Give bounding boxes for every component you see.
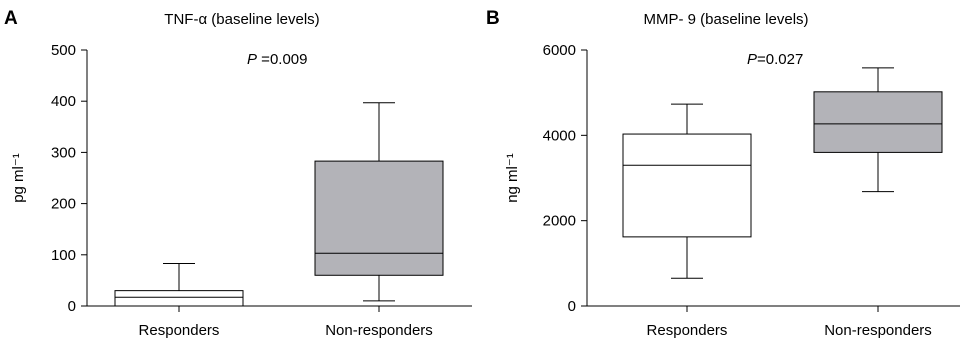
panel-label-a: A xyxy=(4,8,18,29)
x-tick-label-b: Responders xyxy=(647,322,728,339)
y-tick-label-a: 400 xyxy=(51,93,76,110)
box-b-1 xyxy=(622,103,752,279)
y-axis-label-a: pg ml⁻¹ xyxy=(10,153,27,203)
p-value-a: P =0.009 xyxy=(247,51,307,68)
p-symbol-b: P xyxy=(747,51,757,68)
panel-b: B MMP- 9 (baseline levels) ng ml⁻¹ P=0.0… xyxy=(486,8,960,339)
p-value-b: P=0.027 xyxy=(747,51,803,68)
x-tick-label-a: Responders xyxy=(139,322,220,339)
y-axis-label-b: ng ml⁻¹ xyxy=(504,153,521,203)
y-tick-label-b: 0 xyxy=(568,298,576,315)
y-tick-label-a: 300 xyxy=(51,144,76,161)
y-tick-label-b: 2000 xyxy=(543,213,576,230)
panel-title-a: TNF-α (baseline levels) xyxy=(164,11,319,28)
y-tick-label-a: 500 xyxy=(51,42,76,59)
box-iqr xyxy=(813,91,943,153)
box-a-2 xyxy=(314,102,444,302)
x-tick-label-a: Non-responders xyxy=(325,322,433,339)
panel-title-b: MMP- 9 (baseline levels) xyxy=(643,11,808,28)
panel-a: A TNF-α (baseline levels) pg ml⁻¹ P =0.0… xyxy=(4,8,472,339)
box-iqr xyxy=(314,160,444,276)
x-tick-label-b: Non-responders xyxy=(824,322,932,339)
p-value-text-a: =0.009 xyxy=(257,51,307,68)
y-tick-label-a: 0 xyxy=(68,298,76,315)
box-b-2 xyxy=(813,67,943,193)
y-tick-label-a: 100 xyxy=(51,247,76,264)
y-tick-label-b: 4000 xyxy=(543,127,576,144)
p-value-text-b: =0.027 xyxy=(757,51,803,68)
y-tick-label-b: 6000 xyxy=(543,42,576,59)
y-tick-label-a: 200 xyxy=(51,196,76,213)
panel-label-b: B xyxy=(486,8,500,29)
box-a-1 xyxy=(114,263,244,307)
box-iqr xyxy=(114,290,244,307)
box-iqr xyxy=(622,133,752,238)
p-symbol-a: P xyxy=(247,51,257,68)
